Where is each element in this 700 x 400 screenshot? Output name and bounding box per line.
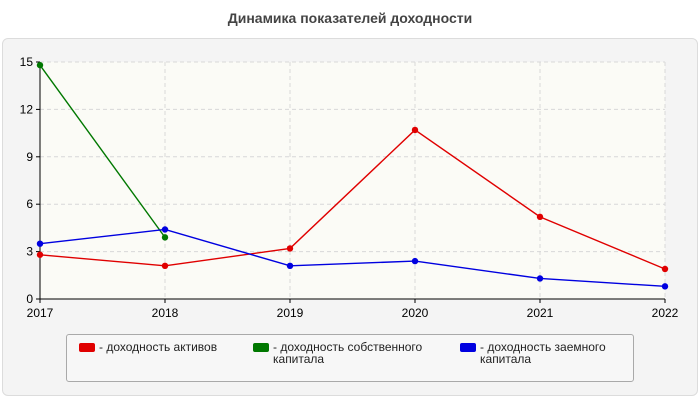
y-tick-label: 9: [26, 150, 33, 164]
plot-area: [40, 62, 665, 299]
chart-title: Динамика показателей доходности: [227, 10, 473, 26]
x-tick-label: 2018: [152, 306, 179, 320]
data-point-2: [411, 257, 419, 265]
data-point-0: [411, 126, 419, 134]
y-tick-label: 6: [26, 197, 33, 211]
x-tick-label: 2019: [277, 306, 304, 320]
series-line-1: [39, 64, 166, 238]
legend-label-debt: - доходность заемного капитала: [480, 340, 606, 366]
data-point-0: [36, 251, 44, 258]
chart-legend: - доходность активов - доходность собств…: [66, 334, 634, 382]
data-point-0: [161, 262, 169, 270]
legend-swatch-equity: [253, 343, 269, 352]
y-tick-label: 0: [26, 292, 33, 306]
legend-label-equity: - доходность собственного капитала: [273, 340, 423, 366]
data-point-0: [536, 213, 544, 221]
legend-item-equity: - доходность собственного капитала: [253, 341, 423, 365]
series-line-0: [39, 129, 666, 270]
series-line-2: [39, 228, 666, 288]
data-point-1: [36, 61, 44, 69]
data-point-1: [161, 234, 169, 241]
data-point-2: [36, 240, 44, 247]
x-tick-label: 2020: [402, 306, 429, 320]
data-point-2: [286, 262, 294, 270]
legend-item-assets: - доходность активов: [79, 341, 249, 353]
y-tick-label: 12: [20, 102, 34, 116]
legend-label-assets: - доходность активов: [99, 340, 218, 354]
legend-swatch-assets: [79, 343, 95, 352]
data-point-0: [661, 265, 669, 273]
y-tick-label: 15: [20, 55, 34, 69]
data-point-0: [286, 245, 294, 252]
y-tick-label: 3: [26, 245, 33, 259]
x-tick-label: 2021: [527, 306, 554, 320]
data-point-2: [161, 226, 169, 233]
legend-swatch-debt: [460, 343, 476, 352]
x-tick-label: 2017: [27, 306, 54, 320]
data-point-2: [661, 283, 669, 290]
x-tick-label: 2022: [652, 306, 679, 320]
data-point-2: [536, 275, 544, 282]
legend-item-debt: - доходность заемного капитала: [460, 341, 630, 365]
